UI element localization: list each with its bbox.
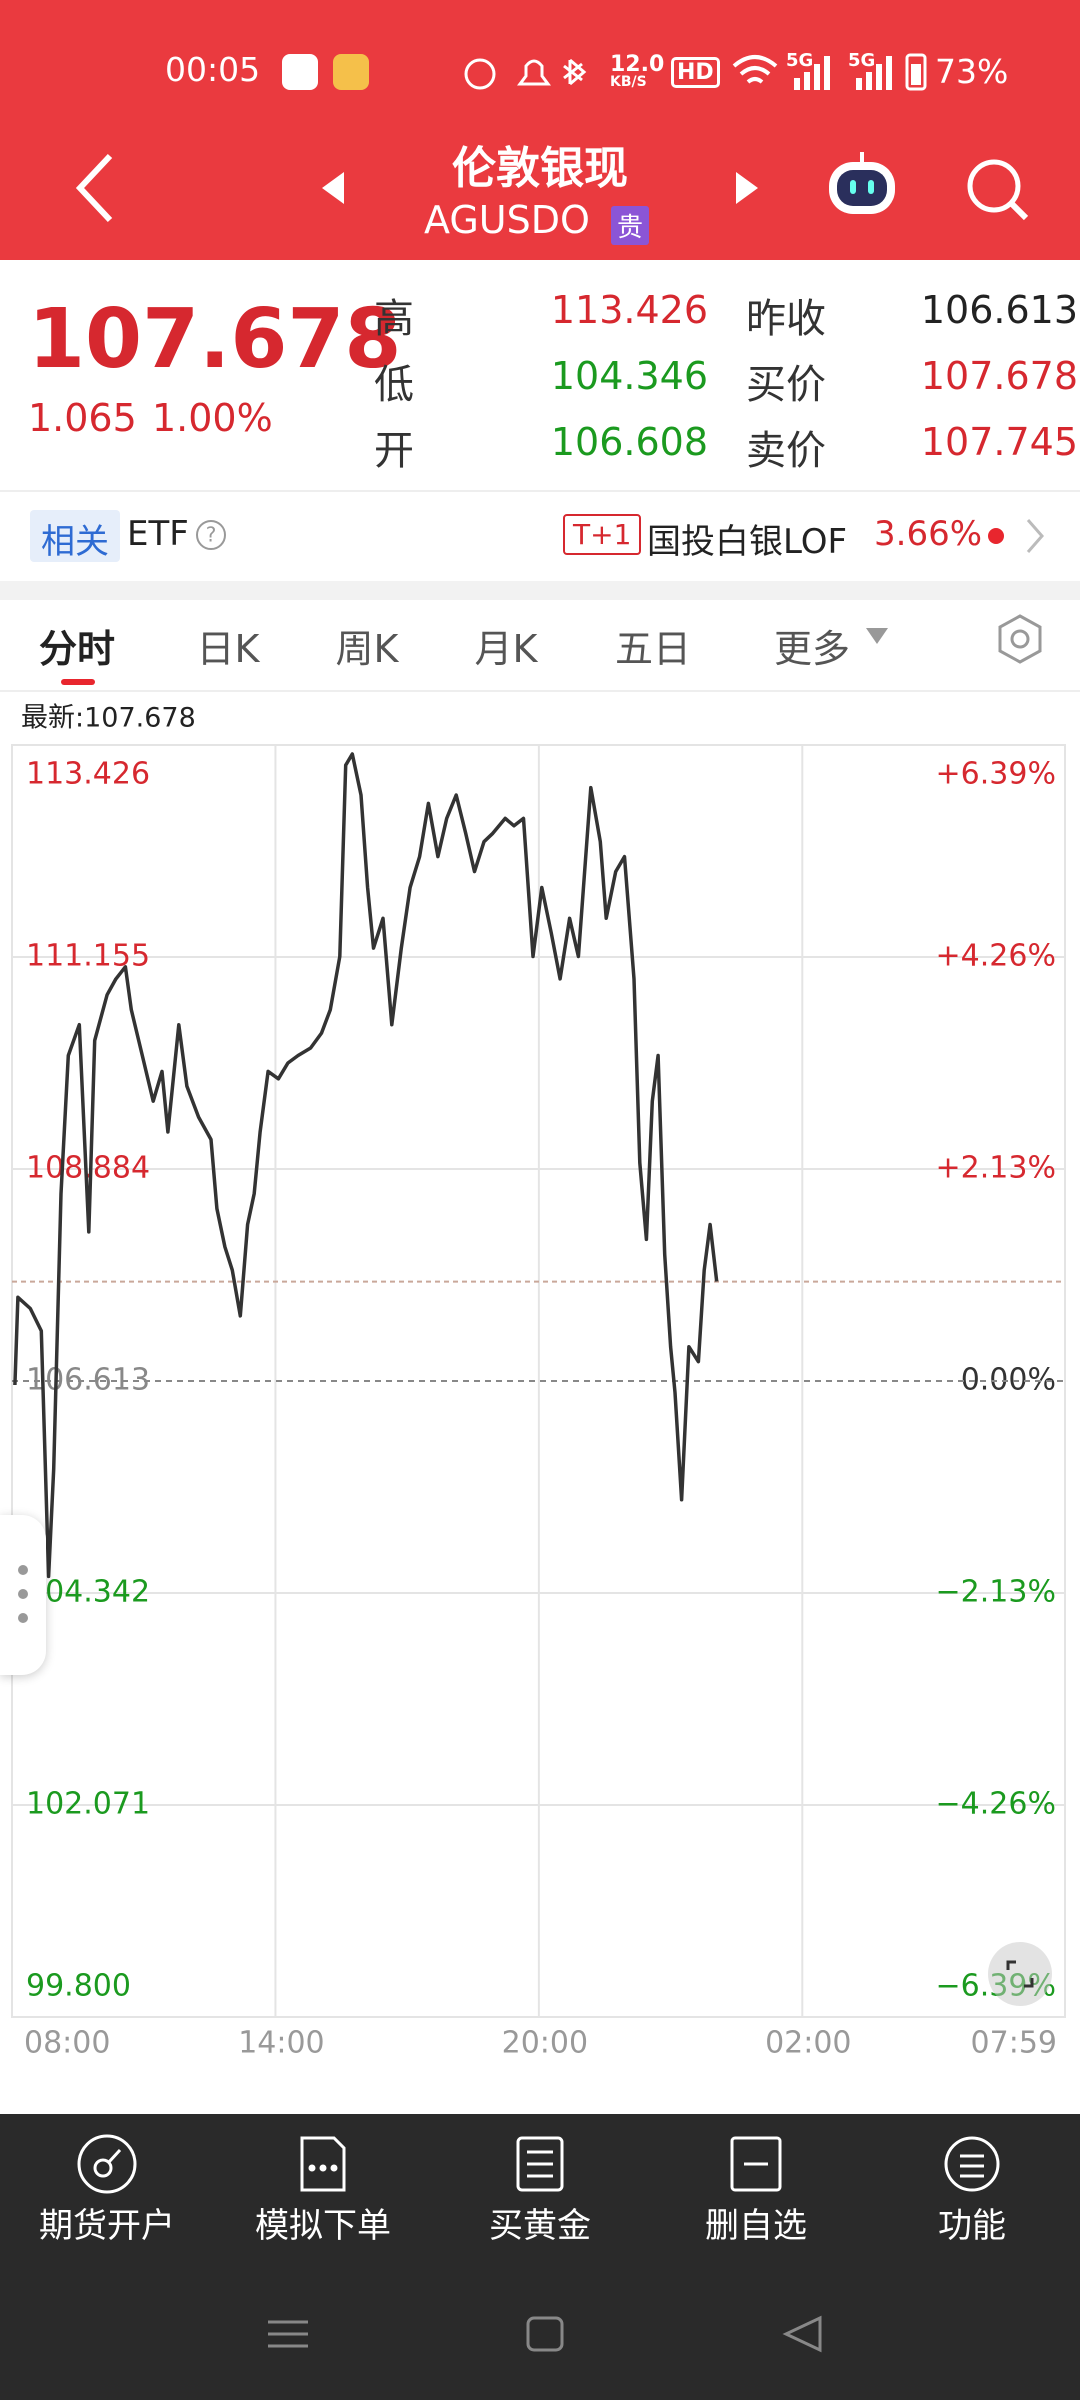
- etf-label[interactable]: ETF: [127, 514, 189, 554]
- signal-label: 5G: [786, 50, 814, 71]
- field-value: 107.678: [920, 354, 1078, 398]
- price-change: 1.065: [28, 396, 137, 440]
- nav-item[interactable]: 删自选: [705, 2206, 807, 2246]
- battery-icon: [905, 53, 927, 91]
- category-badge: 贵: [611, 206, 650, 245]
- y-tick-label: 111.155: [26, 939, 150, 974]
- field-label: 低: [374, 362, 414, 408]
- field-label: 高: [374, 296, 414, 342]
- x-tick-label: 14:00: [238, 2026, 324, 2061]
- signal-bars: [856, 56, 892, 90]
- etf-change: 3.66%: [874, 514, 983, 554]
- tab[interactable]: 分时: [38, 627, 116, 671]
- settings-button[interactable]: [993, 612, 1047, 666]
- field-label: 买价: [746, 362, 826, 408]
- signal-label: 5G: [848, 50, 876, 71]
- tab[interactable]: 周K: [335, 627, 399, 671]
- divider: [0, 690, 1080, 692]
- assistant-button[interactable]: [823, 148, 901, 226]
- side-handle[interactable]: [0, 1515, 46, 1675]
- nav-item[interactable]: 买黄金: [489, 2206, 591, 2246]
- y-tick-label: 99.800: [26, 1969, 131, 2004]
- app-icon: [282, 54, 318, 90]
- nav-item[interactable]: 期货开户: [39, 2206, 175, 2246]
- signal-bars: [794, 56, 830, 90]
- hd-badge: HD: [671, 57, 720, 88]
- app-icon: [333, 54, 369, 90]
- y2-tick-label: −2.13%: [936, 1575, 1056, 1610]
- chevron[interactable]: [1020, 516, 1050, 556]
- y-tick-label: 102.071: [26, 1787, 150, 1822]
- section-gap: [0, 581, 1080, 600]
- x-tick-label: 07:59: [971, 2026, 1057, 2061]
- field-value: 113.426: [550, 288, 708, 332]
- tab[interactable]: 日K: [196, 627, 260, 671]
- intraday-chart: 最新:107.678 08:00 14:00 20:00 02:00 07:59 99.8…: [11, 703, 1066, 2061]
- related-tag: 相关: [41, 522, 109, 562]
- page-title: 伦敦银现: [452, 143, 628, 194]
- nav-item[interactable]: 模拟下单: [255, 2206, 391, 2246]
- search-button[interactable]: [962, 154, 1032, 224]
- nav-item[interactable]: 功能: [938, 2206, 1006, 2246]
- price-line: [13, 752, 719, 1579]
- status-time: 00:05: [165, 50, 261, 89]
- divider: [0, 490, 1080, 492]
- x-tick-label: 20:00: [502, 2026, 588, 2061]
- status-icons: [464, 58, 587, 90]
- tag-bg: [30, 510, 120, 562]
- etf-name[interactable]: 国投白银LOF: [647, 522, 848, 562]
- y2-tick-label: −4.26%: [936, 1787, 1056, 1822]
- y-tick-label: 113.426: [26, 757, 150, 792]
- field-value: 107.745: [920, 420, 1078, 464]
- tab[interactable]: 五日: [614, 627, 692, 671]
- latest-label: 最新:107.678: [21, 703, 196, 734]
- tab[interactable]: 月K: [474, 627, 538, 671]
- net-speed: 12.0: [610, 52, 665, 77]
- header-bar: 00:05 12.0 KB/S HD 5G 5G 73% 伦敦银现 AGUSDO…: [0, 0, 1080, 260]
- fullscreen-button[interactable]: [986, 1940, 1054, 2008]
- wifi-icon: [732, 55, 778, 84]
- prev-button[interactable]: [318, 168, 348, 208]
- y-tick-label: 104.342: [26, 1575, 150, 1610]
- tab[interactable]: 更多: [773, 627, 851, 671]
- active-tab-indicator: [61, 679, 95, 685]
- field-value: 104.346: [550, 354, 708, 398]
- bottom-nav: 期货开户 模拟下单 买黄金 删自选 功能: [0, 2114, 1080, 2400]
- back-button[interactable]: [70, 150, 120, 226]
- y2-tick-label: +6.39%: [936, 757, 1056, 792]
- field-label: 昨收: [746, 296, 826, 342]
- field-value: 106.608: [550, 420, 708, 464]
- field-label: 卖价: [746, 428, 826, 474]
- field-label: 开: [374, 428, 414, 474]
- x-tick-label: 02:00: [765, 2026, 851, 2061]
- battery-level: 73%: [935, 52, 1009, 91]
- last-price: 107.678: [28, 292, 402, 387]
- y2-tick-label: +2.13%: [936, 1151, 1056, 1186]
- y2-tick-label: +4.26%: [936, 939, 1056, 974]
- field-value: 106.613: [920, 288, 1078, 332]
- x-tick-label: 08:00: [24, 2026, 110, 2061]
- live-dot: [988, 528, 1004, 544]
- next-button[interactable]: [732, 168, 762, 208]
- nav-icons: [77, 2134, 1000, 2353]
- symbol-code: AGUSDO: [424, 198, 590, 242]
- dropdown-arrow[interactable]: [864, 626, 890, 646]
- net-unit: KB/S: [610, 74, 647, 90]
- price-change-pct: 1.00%: [152, 396, 273, 440]
- svg-text:?: ?: [206, 523, 217, 547]
- help-icon[interactable]: ?: [194, 518, 228, 552]
- tplus-badge: T+1: [563, 514, 642, 555]
